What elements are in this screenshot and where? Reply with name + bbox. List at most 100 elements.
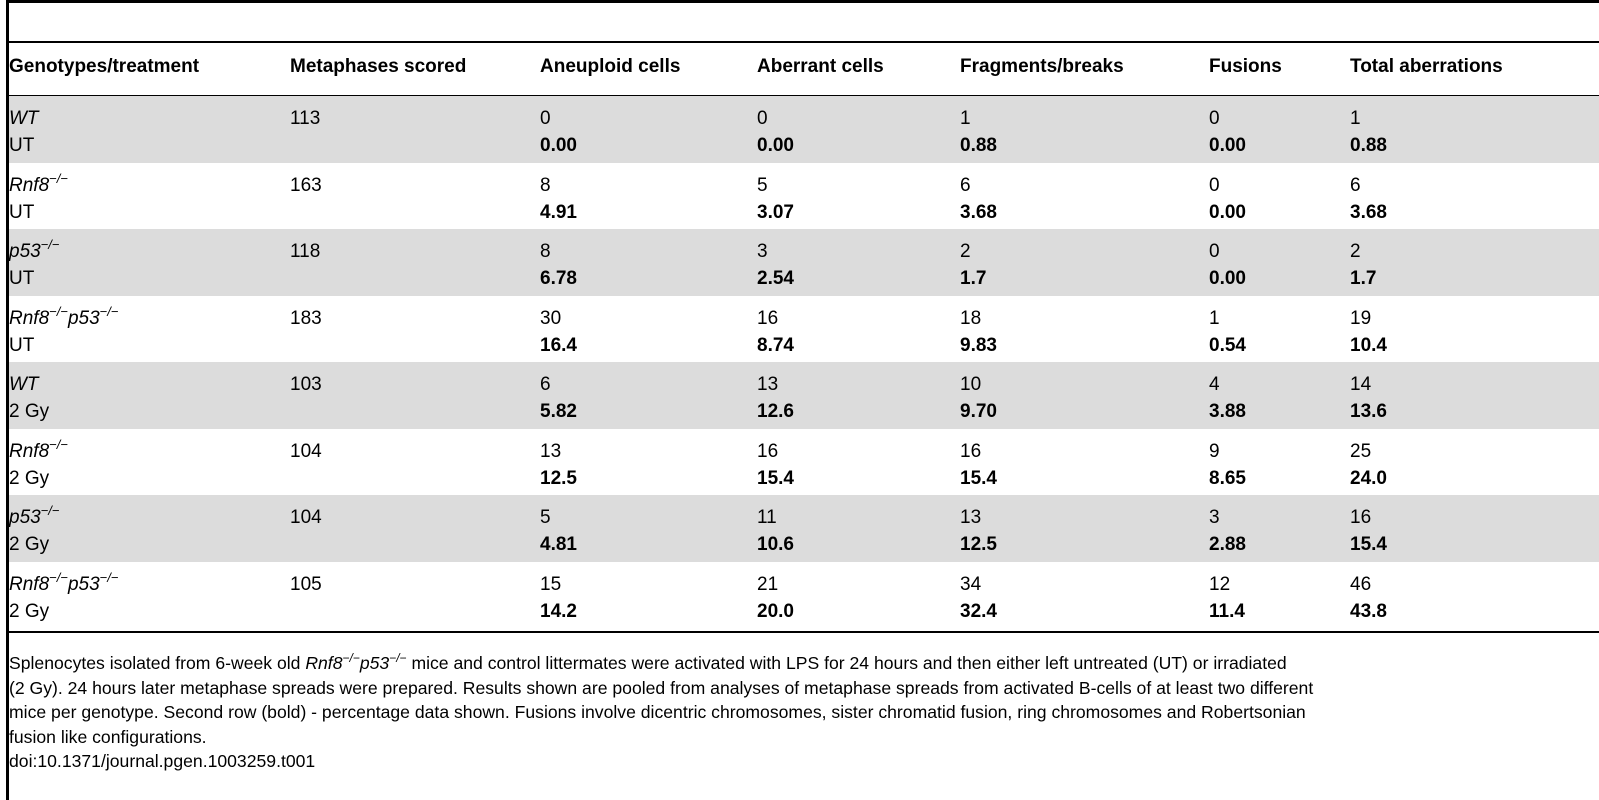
table-top-rule [9, 41, 1599, 43]
aneuploid-cell: 6 5.82 [540, 362, 757, 429]
total-count: 2 [1350, 241, 1361, 262]
aberrant-cell: 11 10.6 [757, 495, 960, 562]
fusions-count: 0 [1209, 241, 1220, 262]
fragments-percent: 15.4 [960, 467, 997, 489]
total-percent: 1.7 [1350, 268, 1377, 289]
header-aberrant: Aberrant cells [757, 56, 884, 77]
aberrant-percent: 15.4 [757, 467, 794, 489]
fragments-percent: 1.7 [960, 268, 987, 289]
aneuploid-percent: 4.81 [540, 534, 577, 555]
genotype-label: Rnf8−/−p53−/− [9, 303, 119, 329]
aneuploid-cell: 8 6.78 [540, 229, 757, 296]
metaphases-cell: 183 [290, 307, 322, 329]
caption-line-4: fusion like configurations. [9, 726, 207, 747]
left-border [6, 0, 9, 800]
table-row: Rnf8−/− UT 163 8 4.91 5 3.07 6 3.68 0 0.00 6 3.68 [9, 163, 1599, 230]
fragments-count: 10 [960, 374, 982, 395]
aberrant-percent: 3.07 [757, 201, 794, 223]
total-percent: 10.4 [1350, 334, 1387, 356]
fragments-count: 6 [960, 174, 971, 196]
total-cell: 2 1.7 [1350, 229, 1599, 296]
aneuploid-count: 8 [540, 241, 551, 262]
aberrant-percent: 0.00 [757, 135, 794, 156]
table-caption: Splenocytes isolated from 6-week old Rnf… [9, 651, 1599, 774]
aberrant-percent: 2.54 [757, 268, 794, 289]
fusions-percent: 0.00 [1209, 201, 1246, 223]
fragments-count: 16 [960, 440, 982, 462]
treatment-label: UT [9, 201, 35, 223]
total-count: 6 [1350, 174, 1361, 196]
header-genotypes: Genotypes/treatment [9, 56, 200, 77]
aneuploid-cell: 15 14.2 [540, 562, 757, 629]
genotype-label: WT [9, 374, 39, 395]
genotype-label: WT [9, 108, 39, 129]
aberrant-percent: 8.74 [757, 334, 794, 356]
metaphases-cell: 104 [290, 440, 322, 462]
table-row: WT 2 Gy 103 6 5.82 13 12.6 10 9.70 4 3.88 14 13.6 [9, 362, 1599, 429]
treatment-label: 2 Gy [9, 401, 50, 422]
header-total: Total aberrations [1350, 56, 1503, 77]
fusions-cell: 1 0.54 [1209, 296, 1350, 363]
metaphases-cell: 113 [290, 108, 321, 129]
fusions-cell: 4 3.88 [1209, 362, 1350, 429]
fusions-cell: 0 0.00 [1209, 229, 1350, 296]
fragments-cell: 34 32.4 [960, 562, 1209, 629]
aberrant-count: 16 [757, 440, 779, 462]
aneuploid-cell: 30 16.4 [540, 296, 757, 363]
genotype-cell: WT UT [9, 96, 290, 163]
total-cell: 19 10.4 [1350, 296, 1599, 363]
fragments-count: 13 [960, 507, 982, 528]
fragments-cell: 13 12.5 [960, 495, 1209, 562]
metaphases-cell: 118 [290, 241, 321, 262]
aneuploid-percent: 16.4 [540, 334, 577, 356]
treatment-label: 2 Gy [9, 600, 50, 622]
treatment-label: 2 Gy [9, 467, 50, 489]
aneuploid-percent: 6.78 [540, 268, 577, 289]
aneuploid-percent: 14.2 [540, 600, 577, 622]
fusions-percent: 11.4 [1209, 600, 1245, 622]
fusions-cell: 12 11.4 [1209, 562, 1350, 629]
fusions-cell: 0 0.00 [1209, 96, 1350, 163]
aberrant-count: 13 [757, 374, 779, 395]
aberrant-cell: 3 2.54 [757, 229, 960, 296]
fusions-count: 9 [1209, 440, 1220, 462]
header-fragments: Fragments/breaks [960, 56, 1124, 77]
aberrant-count: 16 [757, 307, 779, 329]
aneuploid-percent: 4.91 [540, 201, 577, 223]
fusions-count: 1 [1209, 307, 1220, 329]
total-percent: 3.68 [1350, 201, 1387, 223]
aneuploid-count: 0 [540, 108, 551, 129]
fusions-cell: 0 0.00 [1209, 163, 1350, 230]
doi-text: doi:10.1371/journal.pgen.1003259.t001 [9, 751, 316, 771]
caption-line-2: (2 Gy). 24 hours later metaphase spreads… [9, 677, 1314, 698]
aneuploid-cell: 0 0.00 [540, 96, 757, 163]
aneuploid-cell: 8 4.91 [540, 163, 757, 230]
fusions-percent: 0.00 [1209, 135, 1246, 156]
genotype-label: p53−/− [9, 503, 60, 528]
treatment-label: UT [9, 135, 35, 156]
aberrant-cell: 5 3.07 [757, 163, 960, 230]
total-percent: 0.88 [1350, 135, 1387, 156]
total-count: 46 [1350, 573, 1372, 595]
total-count: 1 [1350, 108, 1361, 129]
total-cell: 25 24.0 [1350, 429, 1599, 496]
table-row: Rnf8−/−p53−/− UT 183 30 16.4 16 8.74 18 9.83 1 0.5… [9, 296, 1599, 363]
genotype-cell: Rnf8−/− 2 Gy [9, 429, 290, 496]
fragments-count: 34 [960, 573, 982, 595]
fragments-count: 1 [960, 108, 971, 129]
genotype-cell: Rnf8−/−p53−/− 2 Gy [9, 562, 290, 629]
fusions-percent: 3.88 [1209, 401, 1246, 422]
fusions-count: 12 [1209, 573, 1231, 595]
aberrant-count: 11 [757, 507, 777, 528]
total-percent: 43.8 [1350, 600, 1387, 622]
total-cell: 46 43.8 [1350, 562, 1599, 629]
fragments-percent: 32.4 [960, 600, 997, 622]
treatment-label: UT [9, 268, 35, 289]
total-percent: 15.4 [1350, 534, 1387, 555]
table-row: Rnf8−/− 2 Gy 104 13 12.5 16 15.4 16 15.4 9 8.65 25 2… [9, 429, 1599, 496]
aberrant-count: 5 [757, 174, 768, 196]
fragments-count: 18 [960, 307, 982, 329]
top-border [6, 0, 1599, 3]
aberrant-cell: 16 15.4 [757, 429, 960, 496]
fragments-cell: 6 3.68 [960, 163, 1209, 230]
